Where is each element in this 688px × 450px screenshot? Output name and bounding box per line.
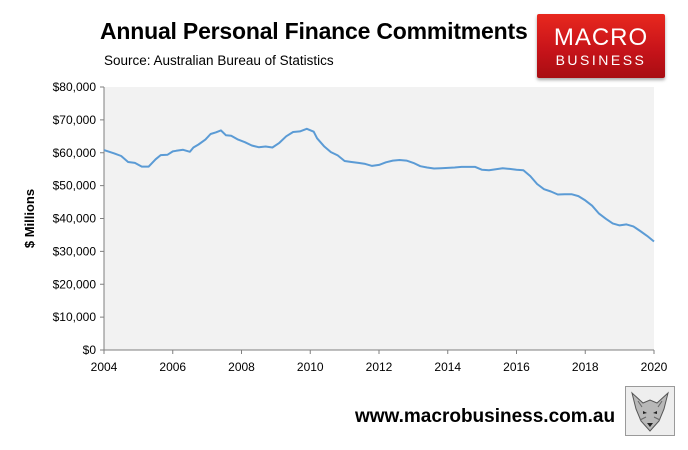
x-tick-label: 2010: [297, 360, 324, 374]
x-tick-label: 2020: [641, 360, 668, 374]
x-tick-label: 2018: [572, 360, 599, 374]
y-tick-label: $20,000: [53, 277, 97, 291]
series-line: [103, 127, 655, 243]
x-tick-label: 2014: [434, 360, 461, 374]
y-tick-label: $50,000: [53, 179, 97, 193]
x-tick-label: 2006: [159, 360, 186, 374]
x-tick-label: 2004: [91, 360, 118, 374]
x-tick-label: 2008: [228, 360, 255, 374]
logo-line-1: MACRO: [553, 24, 649, 51]
y-tick-label: $80,000: [53, 80, 97, 94]
y-tick-label: $60,000: [53, 146, 97, 160]
y-tick-label: $40,000: [53, 212, 97, 226]
x-tick-label: 2012: [366, 360, 393, 374]
plot-area: [104, 87, 654, 350]
y-tick-label: $30,000: [53, 244, 97, 258]
y-tick-label: $10,000: [53, 310, 97, 324]
chart-title: Annual Personal Finance Commitments: [100, 18, 528, 44]
y-axis-label: $ Millions: [22, 189, 37, 248]
website-url: www.macrobusiness.com.au: [355, 406, 616, 427]
x-tick-label: 2016: [503, 360, 530, 374]
fox-face-icon: [625, 386, 675, 436]
logo-line-2: BUSINESS: [555, 52, 647, 68]
y-tick-label: $0: [83, 343, 97, 357]
macrobusiness-logo: MACRO BUSINESS: [537, 14, 665, 78]
y-tick-label: $70,000: [53, 113, 97, 127]
chart-source: Source: Australian Bureau of Statistics: [104, 53, 334, 68]
